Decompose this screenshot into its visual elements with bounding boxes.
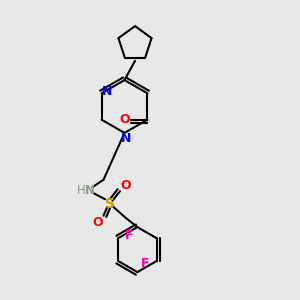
Text: O: O bbox=[93, 216, 104, 229]
Text: F: F bbox=[125, 229, 134, 242]
Text: N: N bbox=[102, 85, 112, 98]
Text: S: S bbox=[104, 197, 115, 211]
Text: N: N bbox=[85, 184, 95, 197]
Text: O: O bbox=[119, 113, 130, 126]
Text: F: F bbox=[141, 257, 150, 270]
Text: N: N bbox=[121, 132, 131, 145]
Text: H: H bbox=[77, 184, 86, 197]
Text: O: O bbox=[121, 179, 131, 192]
